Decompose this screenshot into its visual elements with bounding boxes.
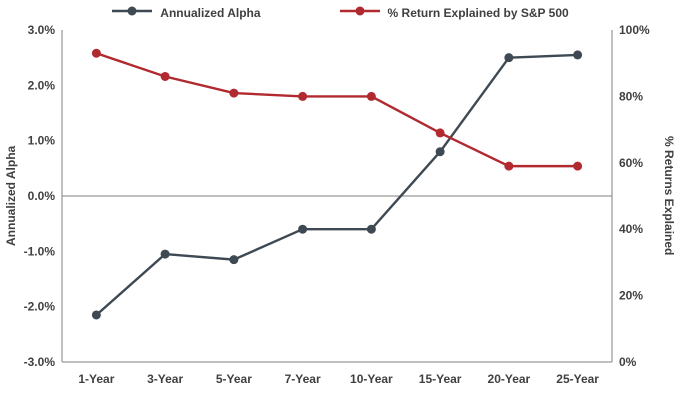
line-marker-icon [339,4,381,22]
svg-text:1-Year: 1-Year [78,372,114,386]
svg-text:20-Year: 20-Year [488,372,531,386]
svg-text:80%: 80% [619,89,643,103]
line-marker-icon [111,4,153,22]
legend-label: Annualized Alpha [160,6,261,20]
svg-text:10-Year: 10-Year [350,372,393,386]
svg-text:-1.0%: -1.0% [24,244,56,258]
svg-text:-2.0%: -2.0% [24,300,56,314]
svg-text:7-Year: 7-Year [285,372,321,386]
svg-text:60%: 60% [619,156,643,170]
svg-text:2.0%: 2.0% [28,78,56,92]
right-axis-title: % Returns Explained [662,136,676,256]
legend-label: % Return Explained by S&P 500 [387,6,569,20]
legend-item-annualized-alpha: Annualized Alpha [111,4,261,22]
svg-text:0%: 0% [619,355,637,369]
legend-item-return-explained: % Return Explained by S&P 500 [339,4,569,22]
svg-text:25-Year: 25-Year [556,372,599,386]
svg-text:5-Year: 5-Year [216,372,252,386]
svg-text:-3.0%: -3.0% [24,355,56,369]
svg-text:15-Year: 15-Year [419,372,462,386]
svg-text:40%: 40% [619,222,643,236]
svg-text:1.0%: 1.0% [28,134,56,148]
svg-text:20%: 20% [619,289,643,303]
svg-text:3.0%: 3.0% [28,23,56,37]
svg-text:3-Year: 3-Year [147,372,183,386]
svg-text:0.0%: 0.0% [28,189,56,203]
legend: Annualized Alpha % Return Explained by S… [0,4,680,22]
svg-text:100%: 100% [619,23,650,37]
